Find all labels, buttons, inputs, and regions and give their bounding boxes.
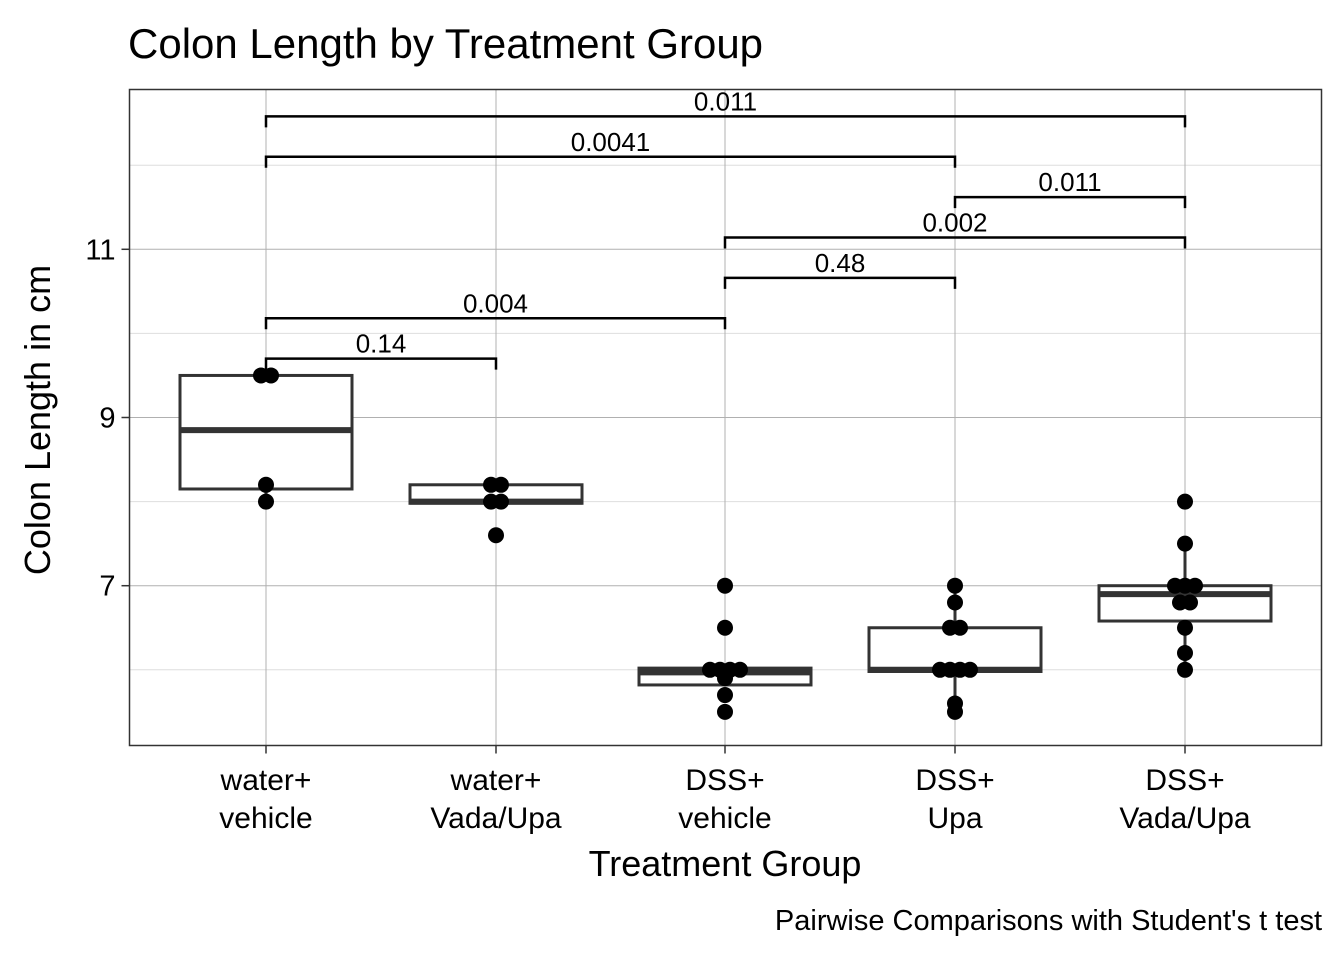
comparison-p-value: 0.0041 [571, 127, 651, 157]
data-point [717, 577, 733, 594]
x-tick-label-line2: Upa [927, 802, 982, 835]
data-point [717, 687, 733, 704]
data-point [263, 367, 279, 384]
data-point [258, 476, 274, 493]
x-tick-label-line1: DSS+ [1145, 764, 1224, 797]
comparison-p-value: 0.14 [356, 329, 407, 359]
comparison-bracket [264, 115, 1187, 128]
x-tick-label-line2: Vada/Upa [1119, 802, 1251, 835]
data-point [947, 703, 963, 720]
data-point [717, 703, 733, 720]
comparison-p-value: 0.48 [815, 248, 866, 278]
x-axis: water+ vehicle water+ Vada/Upa DSS+ vehicle DS… [219, 745, 1251, 835]
x-tick-label-line1: DSS+ [685, 764, 764, 797]
data-point [1177, 644, 1193, 661]
data-point [1177, 661, 1193, 678]
chart-caption: Pairwise Comparisons with Student's t te… [775, 905, 1322, 937]
x-tick-label-line2: Vada/Upa [430, 802, 562, 835]
x-tick-label-line2: vehicle [219, 802, 312, 835]
data-point [962, 661, 978, 678]
y-tick-label: 9 [99, 403, 115, 435]
data-points [253, 367, 1203, 720]
data-point [947, 594, 963, 611]
comparison-p-value: 0.011 [1038, 167, 1101, 197]
x-axis-title: Treatment Group [589, 843, 862, 884]
y-tick-label: 7 [99, 571, 115, 603]
data-point [717, 619, 733, 636]
data-point [258, 493, 274, 510]
data-point [732, 661, 748, 678]
data-point [1187, 577, 1203, 594]
data-point [1177, 493, 1193, 510]
data-point [947, 577, 963, 594]
data-point [493, 476, 509, 493]
comparison-p-value: 0.011 [694, 86, 757, 116]
y-axis: 7 9 11 [85, 234, 130, 603]
comparison-bracket [264, 155, 957, 168]
comparison-brackets: 0.14 0.004 0.48 0.002 0.011 0.0041 0.011 [264, 86, 1187, 370]
x-tick-label-line2: vehicle [678, 802, 771, 835]
comparison-p-value: 0.004 [463, 288, 528, 318]
data-point [488, 527, 504, 544]
comparison-bracket [264, 317, 727, 330]
comparison-bracket [723, 236, 1187, 249]
x-tick-label-line1: water+ [220, 764, 312, 797]
data-point [717, 670, 733, 687]
chart-title: Colon Length by Treatment Group [128, 20, 763, 67]
x-tick-label-line1: DSS+ [915, 764, 994, 797]
data-point [493, 493, 509, 510]
x-tick-label-line1: water+ [450, 764, 542, 797]
data-point [1182, 594, 1198, 611]
comparison-bracket [723, 276, 957, 289]
comparison-bracket [264, 357, 498, 370]
comparison-p-value: 0.002 [922, 208, 987, 238]
data-point [1177, 535, 1193, 552]
y-tick-label: 11 [85, 234, 115, 266]
data-point [952, 619, 968, 636]
data-point [1177, 619, 1193, 636]
y-axis-title: Colon Length in cm [17, 265, 58, 575]
comparison-bracket [953, 195, 1187, 209]
